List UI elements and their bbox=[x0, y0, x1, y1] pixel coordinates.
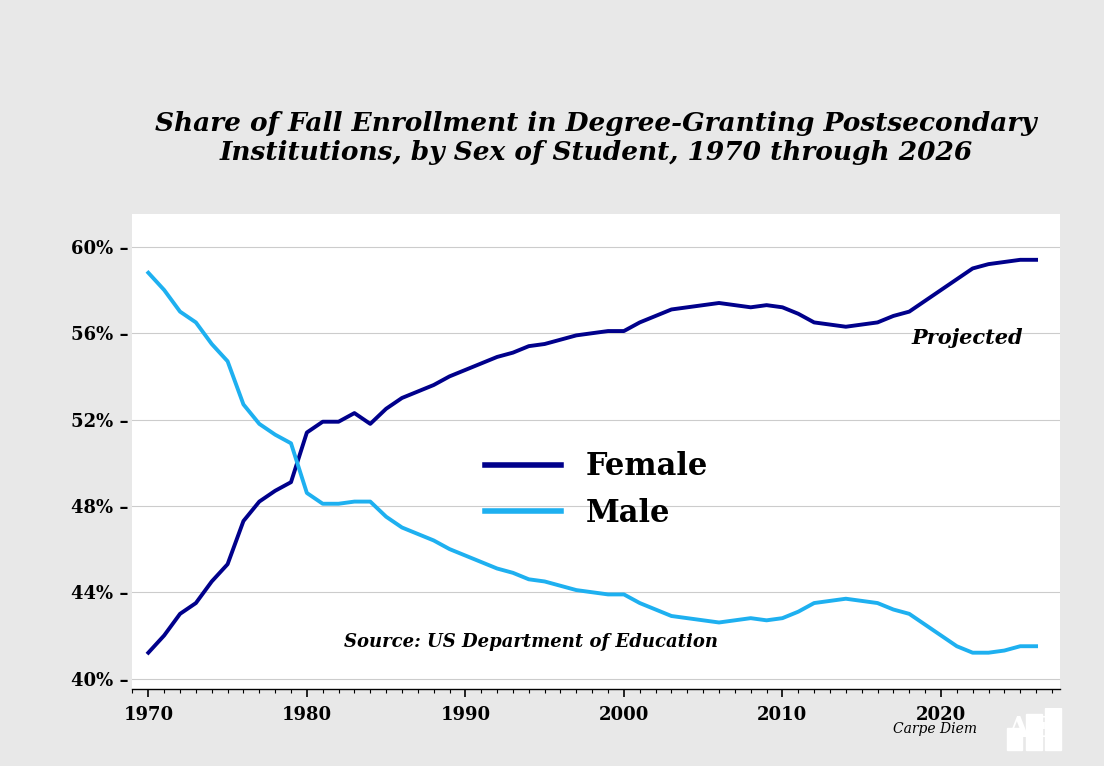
Text: Carpe Diem: Carpe Diem bbox=[893, 722, 977, 736]
Text: AEI: AEI bbox=[1007, 716, 1063, 743]
Text: Projected: Projected bbox=[911, 328, 1023, 348]
Legend: Female, Male: Female, Male bbox=[473, 439, 720, 541]
Bar bbox=[1027, 715, 1042, 750]
Text: Share of Fall Enrollment in Degree-Granting Postsecondary
Institutions, by Sex o: Share of Fall Enrollment in Degree-Grant… bbox=[156, 111, 1037, 165]
Bar bbox=[1007, 728, 1022, 750]
Bar bbox=[1045, 708, 1061, 750]
Text: Source: US Department of Education: Source: US Department of Education bbox=[344, 633, 719, 651]
